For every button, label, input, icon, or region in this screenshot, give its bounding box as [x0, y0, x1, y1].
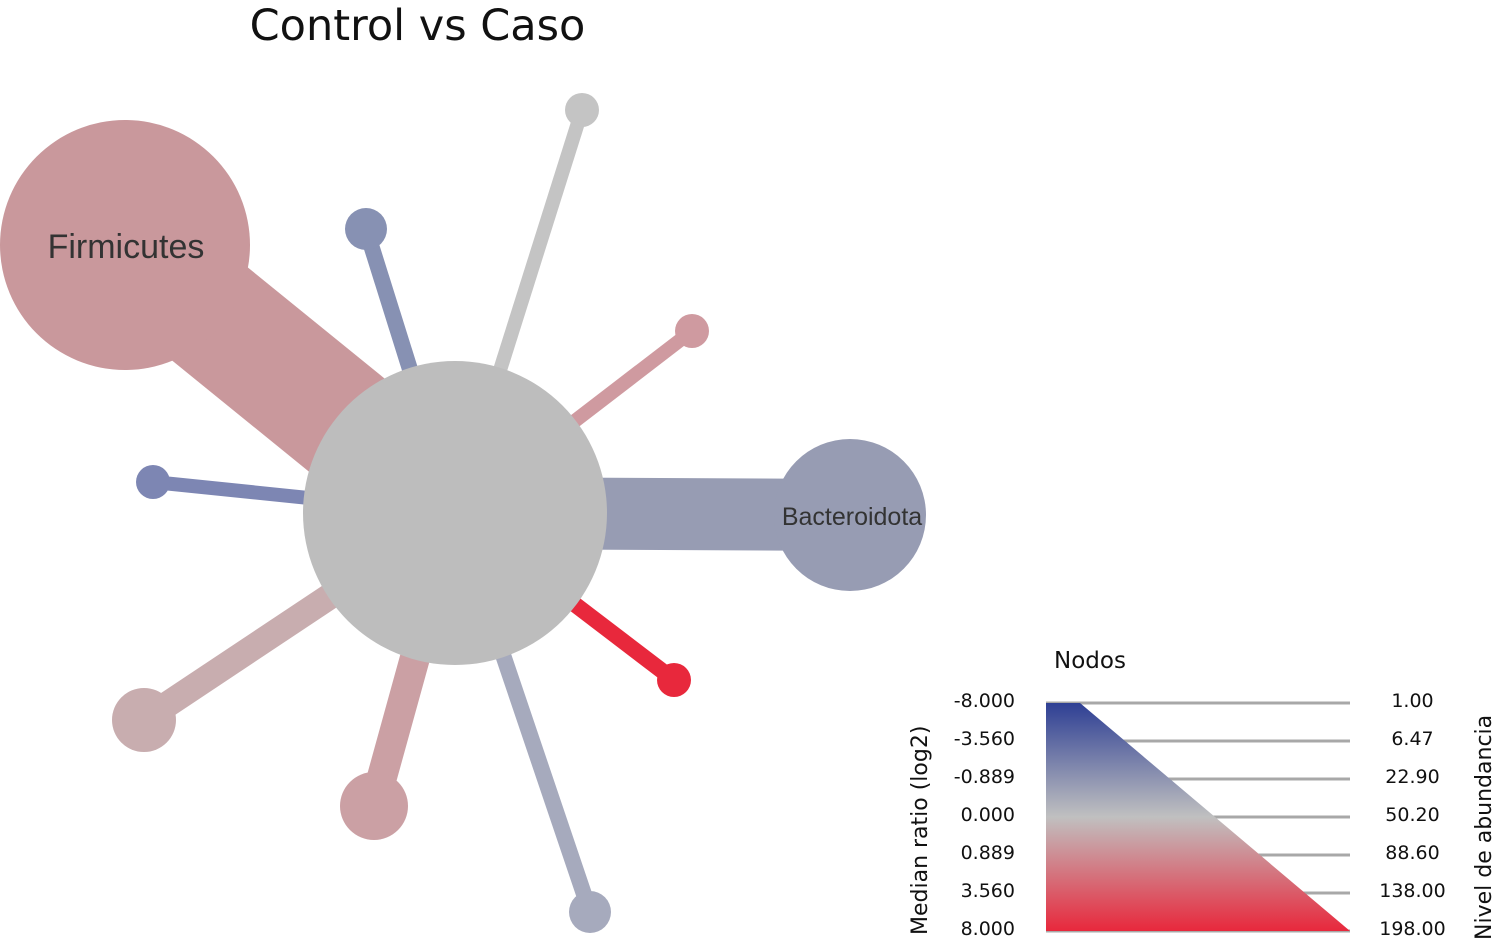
- ratio-label: -8.000: [953, 690, 1015, 712]
- ratio-label: -0.889: [953, 766, 1015, 788]
- ratio-label: -3.560: [953, 728, 1015, 750]
- label-firmicutes: Firmicutes: [48, 228, 205, 266]
- label-bacteroidota: Bacteroidota: [782, 503, 922, 531]
- page-title: Control vs Caso: [249, 1, 586, 51]
- ratio-axis-title: Median ratio (log2): [908, 725, 933, 935]
- node-upper-blue: [345, 208, 387, 250]
- node-lower-left-pink: [112, 688, 176, 752]
- abundance-label: 88.60: [1385, 842, 1440, 864]
- abundance-label: 1.00: [1391, 690, 1434, 712]
- ratio-label: 0.889: [960, 842, 1015, 864]
- node-red: [657, 663, 691, 697]
- node-left-blue: [136, 465, 170, 499]
- node-lower-blue-gray: [569, 891, 611, 933]
- node-lower-pink: [340, 772, 408, 840]
- legend: [1046, 701, 1350, 933]
- legend-title: Nodos: [1054, 648, 1126, 674]
- abundance-label: 50.20: [1385, 804, 1440, 826]
- ratio-label: 8.000: [960, 918, 1015, 940]
- ratio-label: 0.000: [960, 804, 1015, 826]
- node-top-gray: [565, 93, 599, 127]
- node-bacteroidota: [774, 439, 926, 591]
- legend-gradient-triangle: [1046, 703, 1350, 931]
- node-firmicutes: [0, 120, 250, 370]
- abundance-axis-title: Nivel de abundancia: [1472, 714, 1497, 940]
- ratio-label: 3.560: [960, 880, 1015, 902]
- abundance-label: 22.90: [1385, 766, 1440, 788]
- abundance-label: 198.00: [1379, 918, 1446, 940]
- node-upper-right-pink: [675, 314, 709, 348]
- center-node: [303, 361, 607, 665]
- abundance-label: 138.00: [1379, 880, 1446, 902]
- abundance-label: 6.47: [1391, 728, 1434, 750]
